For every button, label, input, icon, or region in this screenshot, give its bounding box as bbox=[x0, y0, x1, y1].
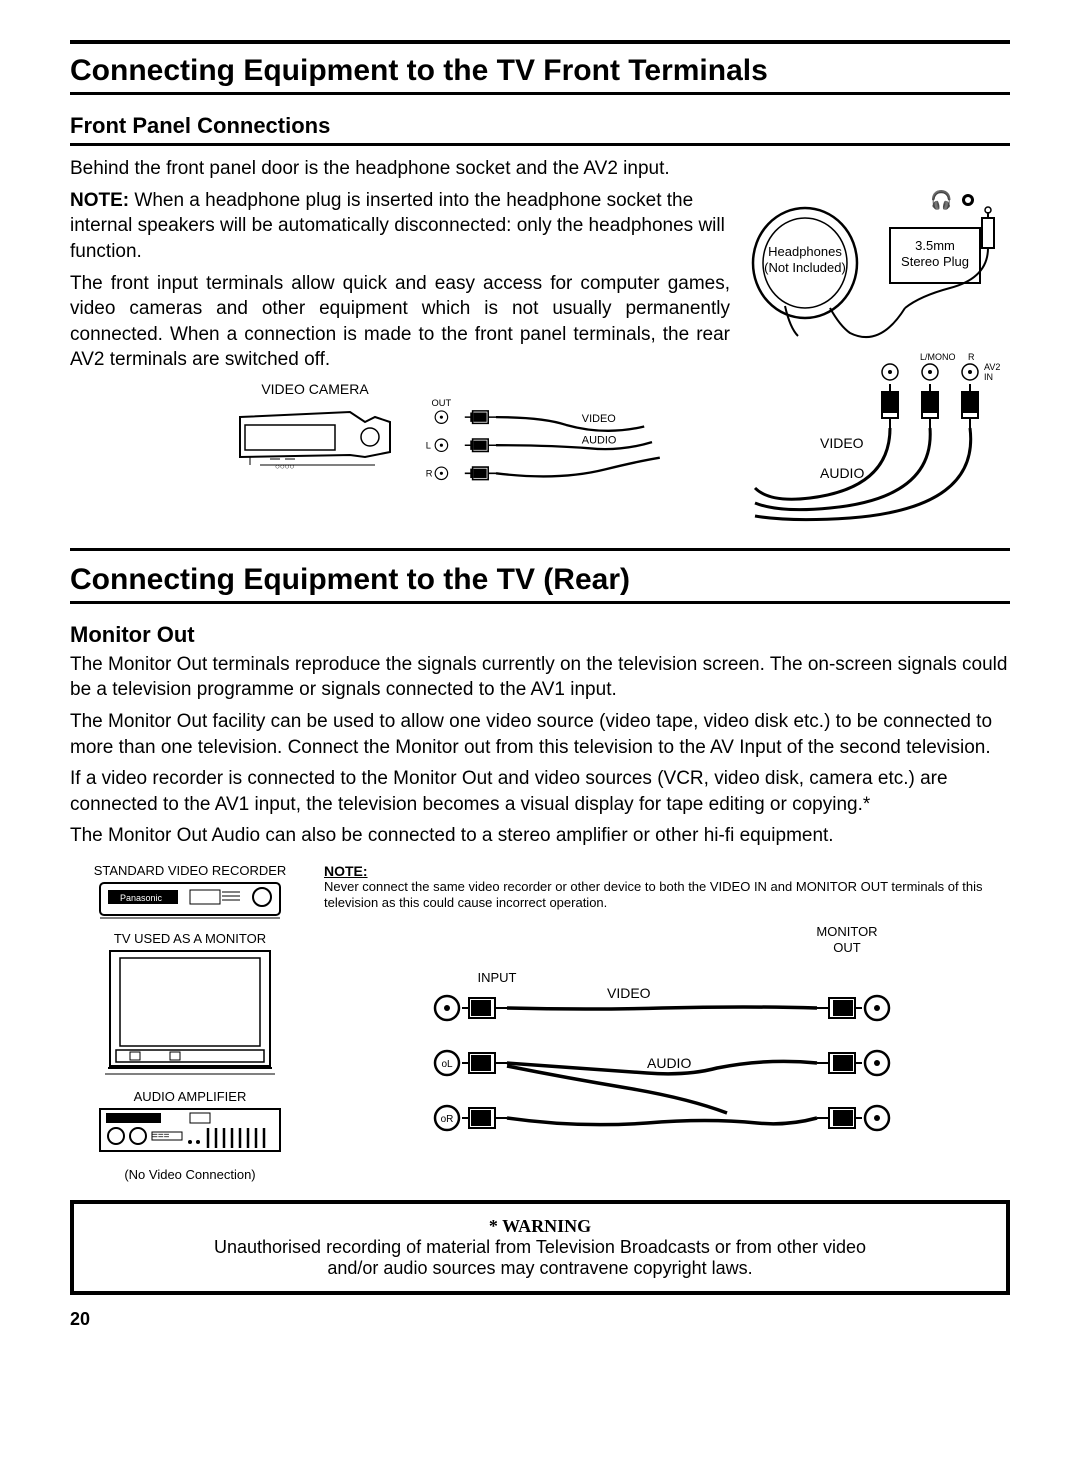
video-av2-label: VIDEO bbox=[820, 435, 864, 451]
monitor-out-p3: If a video recorder is connected to the … bbox=[70, 766, 1010, 817]
section-divider bbox=[70, 548, 1010, 551]
subtitle-underline bbox=[70, 143, 1010, 146]
video-conn-label: VIDEO bbox=[607, 985, 651, 1001]
input-label: INPUT bbox=[478, 970, 517, 985]
audio-conn-label: AUDIO bbox=[647, 1055, 691, 1071]
camera-cable-col: OUT L R bbox=[418, 381, 730, 516]
lmono-label: L/MONO bbox=[920, 352, 956, 362]
vcr-label: STANDARD VIDEO RECORDER bbox=[70, 863, 310, 878]
headphones-label: Headphones bbox=[768, 244, 842, 259]
rear-note-text: Never connect the same video recorder or… bbox=[324, 879, 1010, 912]
l-jack-label: L bbox=[426, 440, 431, 450]
not-included-label: (Not Included) bbox=[764, 260, 846, 275]
audio-cable-label: AUDIO bbox=[582, 435, 617, 447]
monitor-out-label1: MONITOR bbox=[816, 924, 877, 939]
av2-input-diagram: L/MONO R AV2 IN bbox=[750, 348, 1010, 528]
in-label: IN bbox=[984, 372, 993, 382]
section2-title: Connecting Equipment to the TV (Rear) bbox=[70, 563, 1010, 597]
page-number: 20 bbox=[70, 1309, 1010, 1330]
svg-text:Panasonic: Panasonic bbox=[120, 893, 163, 903]
monitor-out-connection-diagram: MONITOR OUT INPUT oL oR bbox=[324, 918, 1010, 1148]
video-camera-diagram: VIDEO CAMERA ○○○○ OUT L bbox=[70, 381, 730, 516]
svg-text:oL: oL bbox=[441, 1059, 453, 1070]
headphone-diagram: 🎧 Headphones (Not Included) 3.5mm Stereo… bbox=[750, 188, 1010, 348]
warning-text-2: and/or audio sources may contravene copy… bbox=[92, 1258, 988, 1279]
monitor-out-p1: The Monitor Out terminals reproduce the … bbox=[70, 652, 1010, 703]
audio-av2-label: AUDIO bbox=[820, 465, 864, 481]
no-video-label: (No Video Connection) bbox=[70, 1167, 310, 1182]
r-jack-label: R bbox=[426, 469, 433, 479]
front-text-col: NOTE: When a headphone plug is inserted … bbox=[70, 188, 730, 528]
monitor-out-p4: The Monitor Out Audio can also be connec… bbox=[70, 823, 1010, 849]
note-label: NOTE: bbox=[70, 190, 129, 211]
amp-label: AUDIO AMPLIFIER bbox=[70, 1089, 310, 1104]
r-top-label: R bbox=[968, 352, 975, 362]
warning-title: * WARNING bbox=[92, 1216, 988, 1237]
camera-cable-diagram: OUT L R bbox=[418, 381, 730, 511]
vcr-icon: Panasonic bbox=[90, 878, 290, 928]
svg-text:oR: oR bbox=[441, 1114, 454, 1125]
note-body: When a headphone plug is inserted into t… bbox=[70, 190, 725, 262]
rca-plug-icon bbox=[465, 411, 496, 423]
rear-right-col: NOTE: Never connect the same video recor… bbox=[324, 863, 1010, 1182]
rear-diagram-row: STANDARD VIDEO RECORDER Panasonic TV USE… bbox=[70, 863, 1010, 1182]
monitor-out-label2: OUT bbox=[833, 940, 861, 955]
section1-subtitle: Front Panel Connections bbox=[70, 113, 1010, 139]
page-top-rule bbox=[70, 40, 1010, 44]
front-diagram-col: 🎧 Headphones (Not Included) 3.5mm Stereo… bbox=[750, 188, 1010, 528]
front-intro-text: Behind the front panel door is the headp… bbox=[70, 156, 1010, 182]
amplifier-icon: === bbox=[90, 1104, 290, 1164]
plug-size-label: 3.5mm bbox=[915, 238, 955, 253]
tv-monitor-icon bbox=[90, 946, 290, 1086]
rear-note-label: NOTE: bbox=[324, 863, 368, 879]
monitor-out-p2: The Monitor Out facility can be used to … bbox=[70, 709, 1010, 760]
title-underline bbox=[70, 92, 1010, 95]
av2-label: AV2 bbox=[984, 362, 1000, 372]
video-camera-icon: ○○○○ bbox=[230, 397, 400, 477]
rear-left-col: STANDARD VIDEO RECORDER Panasonic TV USE… bbox=[70, 863, 310, 1182]
tv-monitor-label: TV USED AS A MONITOR bbox=[70, 931, 310, 946]
section1-title: Connecting Equipment to the TV Front Ter… bbox=[70, 54, 1010, 88]
section2-subtitle: Monitor Out bbox=[70, 622, 1010, 648]
warning-text-1: Unauthorised recording of material from … bbox=[92, 1237, 988, 1258]
video-cable-label: VIDEO bbox=[582, 413, 616, 425]
plug-type-label: Stereo Plug bbox=[901, 254, 969, 269]
svg-text:○○○○: ○○○○ bbox=[275, 462, 294, 471]
front-panel-row: NOTE: When a headphone plug is inserted … bbox=[70, 188, 1010, 528]
title-underline-2 bbox=[70, 601, 1010, 604]
warning-box: * WARNING Unauthorised recording of mate… bbox=[70, 1200, 1010, 1295]
front-body2: The front input terminals allow quick an… bbox=[70, 271, 730, 374]
headphone-glyph-icon: 🎧 bbox=[930, 189, 952, 210]
camera-col: VIDEO CAMERA ○○○○ bbox=[70, 381, 400, 480]
svg-text:===: === bbox=[152, 1131, 170, 1142]
out-label: OUT bbox=[432, 398, 452, 408]
front-note-paragraph: NOTE: When a headphone plug is inserted … bbox=[70, 188, 730, 265]
camera-label: VIDEO CAMERA bbox=[230, 381, 400, 397]
